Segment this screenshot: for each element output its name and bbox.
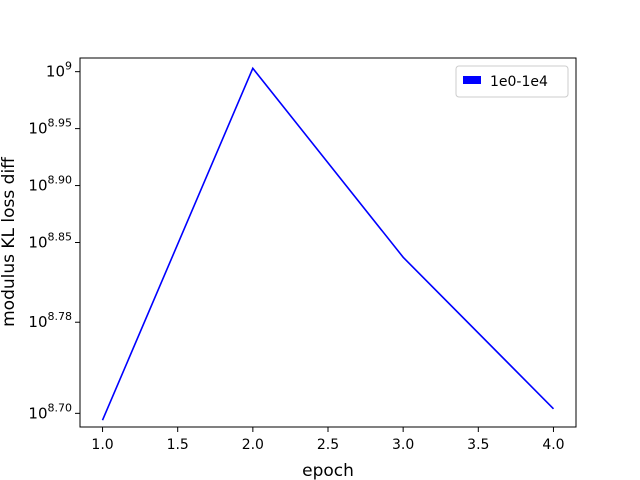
y-tick-label: 108.70 — [28, 401, 72, 422]
y-tick-exponent: 8.85 — [48, 231, 73, 244]
y-tick-label: 109 — [46, 60, 72, 81]
x-tick-label: 2.5 — [317, 437, 339, 453]
x-tick-label: 2.0 — [242, 437, 264, 453]
legend-label: 1e0-1e4 — [490, 74, 548, 90]
legend: 1e0-1e4 — [455, 65, 569, 98]
y-tick-label: 108.85 — [28, 231, 72, 252]
legend-swatch — [463, 76, 481, 84]
x-axis-label: epoch — [302, 461, 354, 480]
y-tick-exponent: 9 — [65, 60, 72, 73]
y-tick-label: 108.78 — [28, 310, 72, 331]
y-tick-label: 108.95 — [28, 117, 72, 138]
x-axis: 1.0 1.5 2.0 2.5 3.0 3.5 4.0 — [91, 427, 565, 453]
x-tick-label: 1.0 — [91, 437, 113, 453]
legend-box — [455, 65, 569, 98]
y-tick-label: 108.90 — [28, 174, 72, 195]
series-line — [101, 66, 555, 421]
y-tick-base: 10 — [28, 120, 47, 138]
x-tick-label: 4.0 — [542, 437, 564, 453]
plot-area — [101, 66, 555, 421]
y-tick-exponent: 8.95 — [48, 117, 73, 130]
x-tick-label: 3.5 — [467, 437, 489, 453]
y-tick-exponent: 8.78 — [48, 310, 73, 323]
y-tick-base: 10 — [28, 234, 47, 252]
x-tick-label: 3.0 — [392, 437, 414, 453]
y-axis-label: modulus KL loss diff — [0, 156, 19, 327]
y-tick-exponent: 8.90 — [48, 174, 73, 187]
y-tick-exponent: 8.70 — [48, 401, 73, 414]
plot-frame — [79, 57, 577, 428]
y-tick-base: 10 — [28, 177, 47, 195]
y-tick-base: 10 — [28, 313, 47, 331]
y-tick-base: 10 — [46, 63, 65, 81]
y-tick-base: 10 — [28, 404, 47, 422]
x-tick-label: 1.5 — [167, 437, 189, 453]
